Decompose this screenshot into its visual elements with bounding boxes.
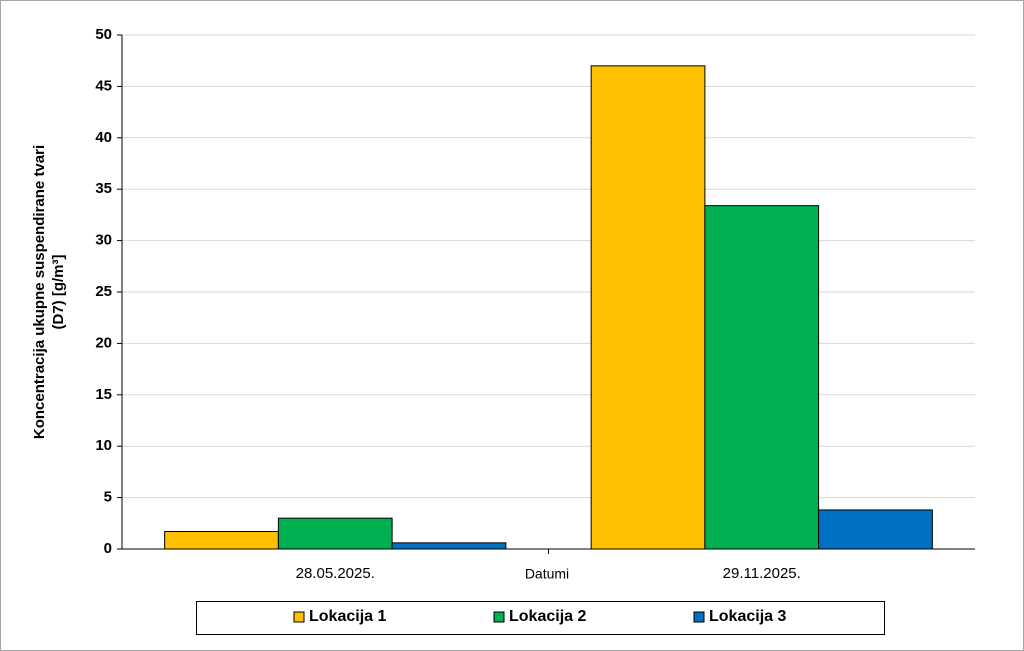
x-tick-label: 28.05.2025. — [296, 565, 375, 582]
grid — [122, 34, 975, 550]
y-tick-label: 5 — [104, 489, 112, 506]
legend-label: Lokacija 3 — [709, 608, 786, 625]
legend-swatch — [493, 611, 505, 623]
y-tick-label: 15 — [95, 386, 112, 403]
legend-swatch — [693, 611, 705, 623]
bar — [704, 205, 820, 550]
bar — [391, 542, 507, 550]
bar — [164, 531, 279, 550]
legend-swatch — [293, 611, 305, 623]
y-axis-label: Koncentracija ukupne suspendirane tvari — [31, 145, 48, 439]
y-tick-label: 0 — [104, 540, 112, 557]
y-tick-label: 10 — [95, 437, 112, 454]
bars — [164, 65, 933, 550]
bar — [277, 517, 393, 550]
y-tick-label: 45 — [95, 77, 112, 94]
x-axis-label: Datumi — [525, 566, 569, 582]
y-tick-label: 35 — [95, 180, 112, 197]
y-tick-label: 40 — [95, 129, 112, 146]
y-tick-label: 50 — [95, 26, 112, 43]
y-tick-label: 20 — [95, 334, 112, 351]
bar — [818, 509, 933, 550]
axes: 0 5 10 15 20 25 30 35 40 45 50 28.05.2025. 29.11.202… — [95, 26, 975, 582]
legend-label: Lokacija 1 — [309, 608, 386, 625]
legend-box — [196, 601, 885, 635]
x-tick-label: 29.11.2025. — [723, 565, 801, 582]
y-tick-label: 30 — [95, 232, 112, 249]
y-axis-label: (D7) [g/m³] — [50, 255, 67, 330]
legend-label: Lokacija 2 — [509, 608, 586, 625]
bar — [590, 65, 706, 550]
y-tick-label: 25 — [95, 283, 112, 300]
legend: Lokacija 1 Lokacija 2 Lokacija 3 — [293, 608, 786, 625]
